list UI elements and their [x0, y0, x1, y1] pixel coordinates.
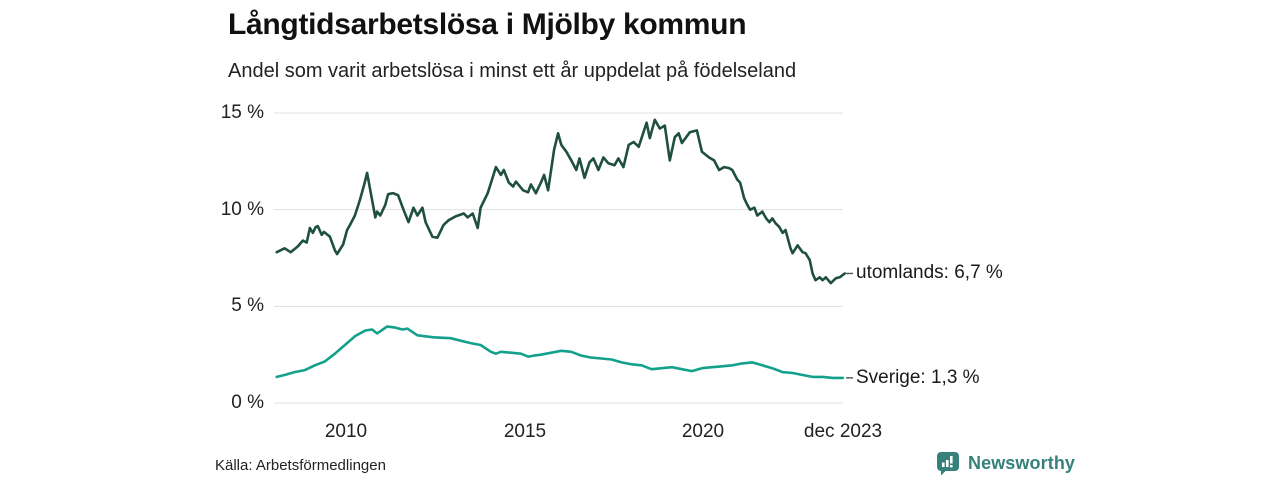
series-lines	[275, 118, 847, 380]
y-tick-5: 5 %	[231, 295, 264, 316]
gridlines	[274, 112, 843, 404]
chart-subtitle: Andel som varit arbetslösa i minst ett å…	[228, 60, 797, 82]
x-tick-dec-2023: dec 2023	[803, 421, 883, 442]
series-label-utomlands: utomlands: 6,7 %	[856, 262, 1003, 283]
source-attribution: Källa: Arbetsförmedlingen	[215, 457, 386, 474]
label-leader-lines	[846, 272, 853, 379]
y-tick-15: 15 %	[220, 102, 264, 123]
sverige-line	[275, 325, 845, 380]
newsworthy-brand-text: Newsworthy	[968, 452, 1076, 473]
utomlands-line	[275, 118, 847, 285]
x-tick-2020: 2020	[681, 421, 725, 442]
y-tick-0: 0 %	[231, 392, 264, 413]
x-tick-2015: 2015	[503, 421, 547, 442]
x-tick-2010: 2010	[324, 421, 368, 442]
newsworthy-logo-icon	[937, 451, 959, 475]
chart-title: Långtidsarbetslösa i Mjölby kommun	[228, 8, 747, 41]
series-label-sverige: Sverige: 1,3 %	[856, 367, 980, 388]
newsworthy-brand: Newsworthy	[936, 450, 1075, 476]
y-tick-10: 10 %	[220, 199, 264, 220]
